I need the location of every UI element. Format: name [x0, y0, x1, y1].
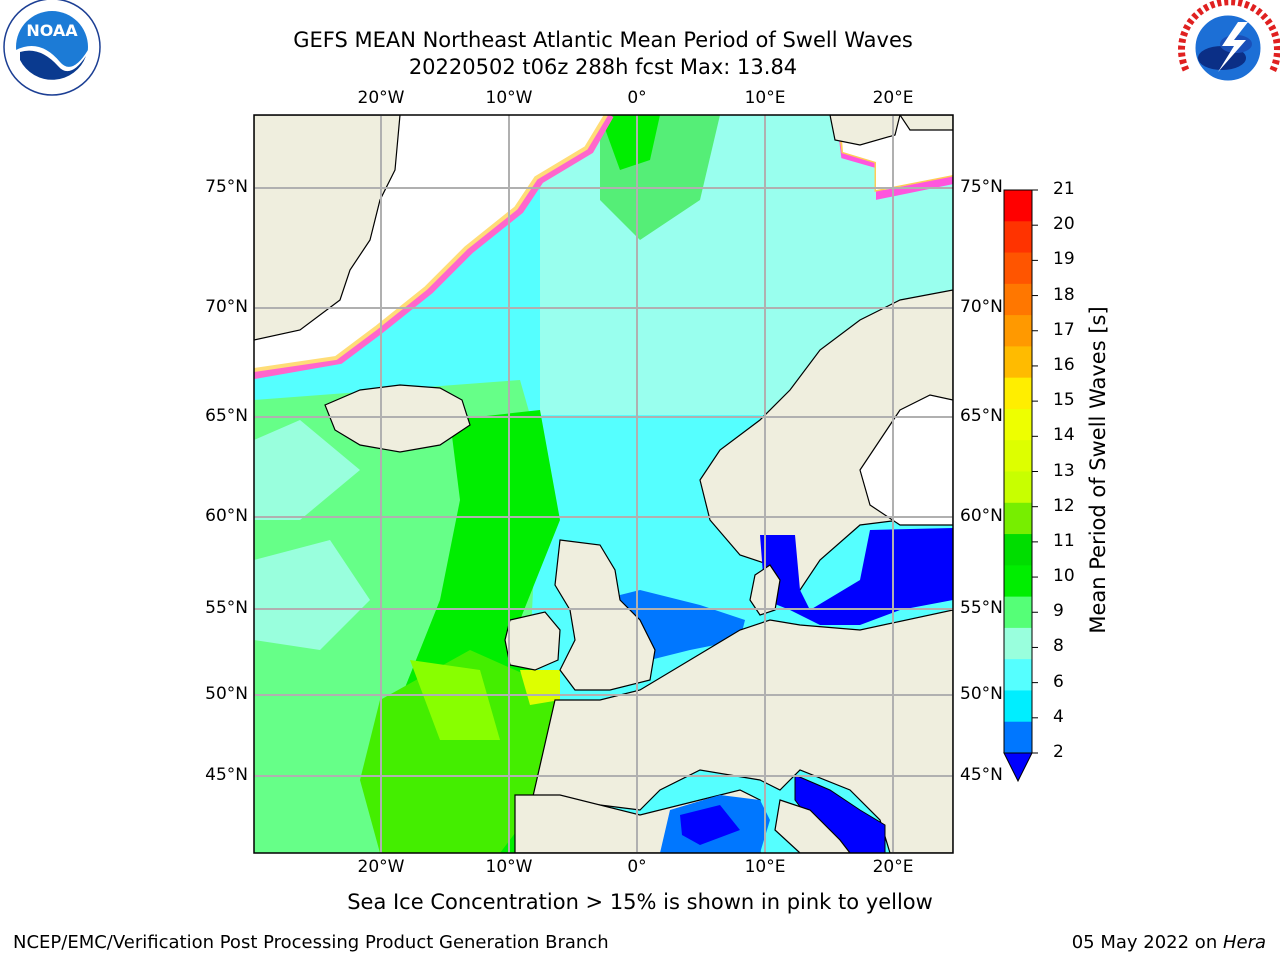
lat-label-left: 50°N [205, 684, 248, 704]
lat-label-left: 45°N [205, 765, 248, 785]
lon-label-top: 0° [627, 88, 647, 108]
map-frame [253, 114, 954, 854]
lat-label-left: 55°N [205, 598, 248, 618]
colorbar-segment [1004, 346, 1032, 379]
colorbar-segment [1004, 190, 1032, 222]
lat-label-right: 50°N [960, 684, 1003, 704]
colorbar-tick-label: 2 [1053, 742, 1064, 762]
colorbar-segment [1004, 627, 1032, 660]
colorbar-segment [1004, 659, 1032, 691]
noaa-logo: NOAA [3, 0, 101, 96]
colorbar-tick-label: 20 [1053, 214, 1075, 235]
footer-date-text: 05 May 2022 on [1071, 932, 1223, 953]
lat-label-left: 60°N [205, 506, 248, 526]
colorbar-tick-label: 21 [1053, 179, 1075, 199]
colorbar-tick-label: 16 [1053, 354, 1075, 375]
lon-label-bottom: 10°W [485, 857, 533, 877]
lat-label-right: 70°N [960, 297, 1003, 317]
nws-logo [1178, 0, 1280, 98]
colorbar-extend-triangle [1003, 752, 1033, 783]
colorbar [1003, 189, 1038, 783]
lat-label-right: 75°N [960, 177, 1003, 197]
colorbar-segment [1004, 471, 1032, 504]
colorbar-segment [1004, 596, 1032, 629]
colorbar-tick-label: 14 [1053, 425, 1075, 446]
colorbar-tick-label: 15 [1053, 390, 1075, 411]
lat-label-left: 70°N [205, 297, 248, 317]
sea-ice-caption: Sea Ice Concentration > 15% is shown in … [347, 890, 933, 914]
colorbar-segment [1004, 690, 1032, 723]
colorbar-segment [1004, 221, 1032, 254]
colorbar-tick-label: 8 [1053, 636, 1064, 657]
colorbar-tick-label: 18 [1053, 284, 1075, 305]
colorbar-segment [1004, 315, 1032, 347]
colorbar-tick-label: 13 [1053, 460, 1075, 481]
lat-label-left: 75°N [205, 177, 248, 197]
lon-label-bottom: 20°W [357, 857, 405, 877]
colorbar-segment [1004, 440, 1032, 472]
colorbar-title: Mean Period of Swell Waves [s] [1086, 306, 1110, 634]
colorbar-tick-label: 9 [1053, 601, 1064, 622]
footer-credit: NCEP/EMC/Verification Post Processing Pr… [13, 932, 609, 953]
colorbar-segment [1004, 283, 1032, 316]
lon-label-top: 20°W [357, 88, 405, 108]
noaa-logo-text: NOAA [26, 21, 78, 40]
colorbar-tick-label: 10 [1053, 566, 1075, 587]
chart-subtitle: 20220502 t06z 288h fcst Max: 13.84 [408, 55, 798, 79]
lat-label-left: 65°N [205, 406, 248, 426]
lon-label-top: 20°E [872, 88, 914, 108]
lon-label-top: 10°E [744, 88, 786, 108]
lon-label-bottom: 0° [627, 857, 647, 877]
lat-label-right: 45°N [960, 765, 1003, 785]
footer-machine: Hera [1222, 932, 1266, 953]
colorbar-segment [1004, 502, 1032, 535]
footer-date: 05 May 2022 on Hera [1072, 932, 1266, 953]
lat-label-right: 65°N [960, 406, 1003, 426]
lon-label-top: 10°W [485, 88, 533, 108]
chart-title: GEFS MEAN Northeast Atlantic Mean Period… [293, 28, 913, 52]
map-area [254, 115, 953, 853]
lat-label-right: 60°N [960, 506, 1003, 526]
colorbar-tick-label: 11 [1053, 530, 1075, 551]
colorbar-segment [1004, 565, 1032, 598]
colorbar-tick-label: 4 [1053, 706, 1064, 727]
colorbar-segment [1004, 377, 1032, 410]
colorbar-segment [1004, 252, 1032, 285]
lon-label-bottom: 20°E [872, 857, 914, 877]
colorbar-tick-label: 19 [1053, 249, 1075, 270]
colorbar-segment [1004, 534, 1032, 566]
colorbar-tick-label: 17 [1053, 319, 1075, 340]
lon-label-bottom: 10°E [744, 857, 786, 877]
lat-label-right: 55°N [960, 598, 1003, 618]
colorbar-tick-label: 6 [1053, 671, 1064, 692]
colorbar-segment [1004, 721, 1032, 754]
colorbar-segment [1004, 408, 1032, 441]
colorbar-tick-label: 12 [1053, 495, 1075, 516]
